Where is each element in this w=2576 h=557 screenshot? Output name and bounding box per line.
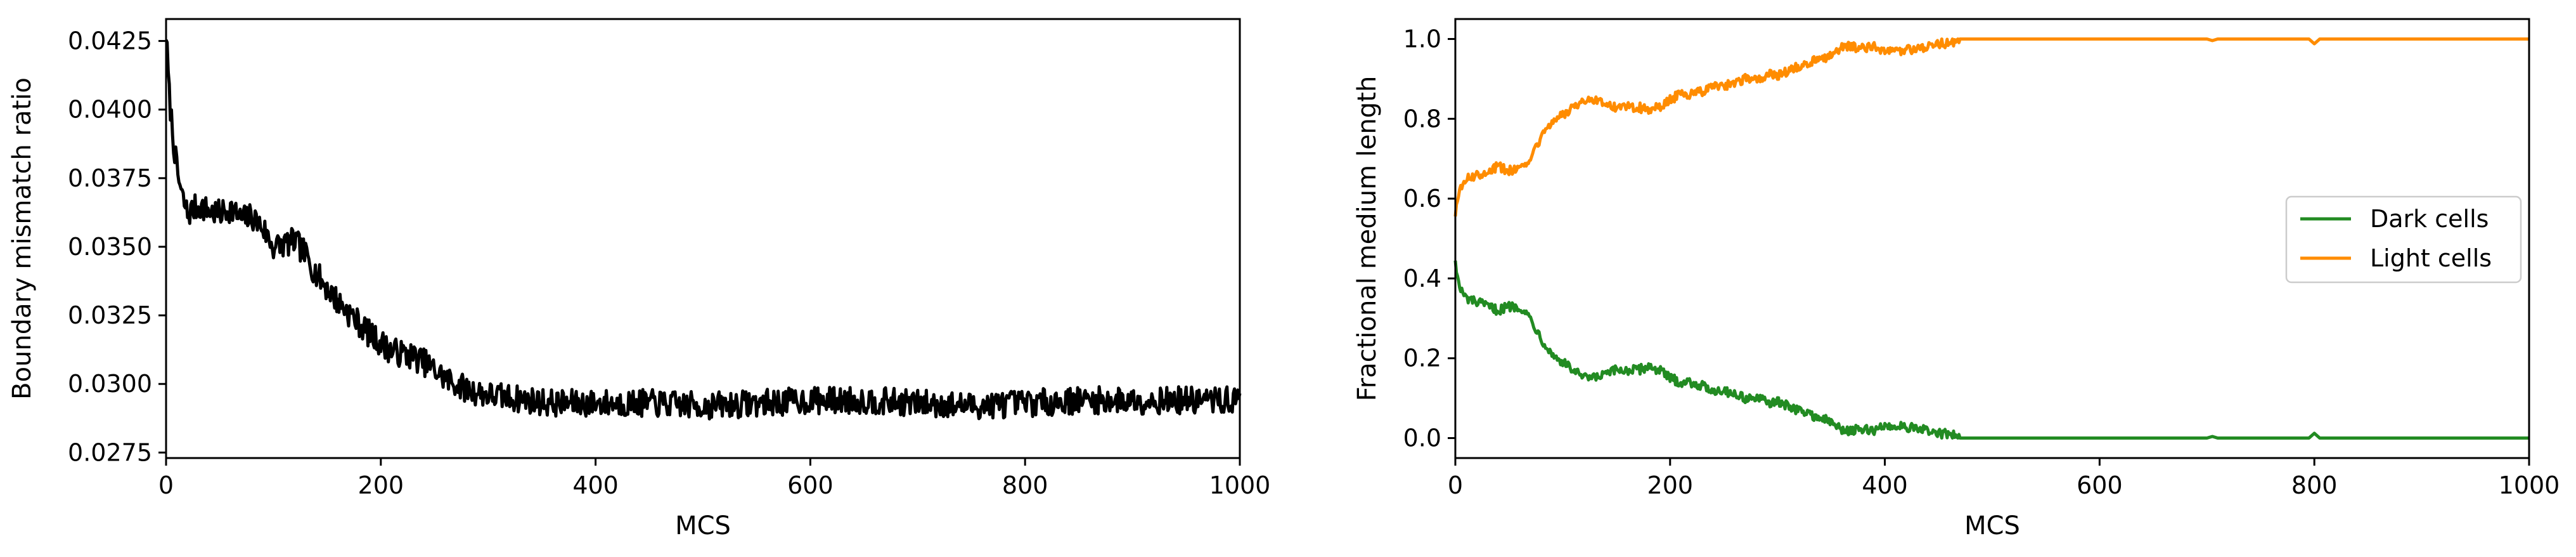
x-tick-label: 600 [2077, 471, 2123, 499]
y-tick-label: 0.0425 [68, 27, 152, 55]
legend-label-dark-cells: Dark cells [2370, 205, 2489, 233]
x-tick-label: 400 [1862, 471, 1908, 499]
y-tick-label: 0.0325 [68, 301, 152, 329]
x-tick-label: 800 [2291, 471, 2338, 499]
legend-label-light-cells: Light cells [2370, 244, 2492, 272]
y-tick-label: 0.0300 [68, 370, 152, 398]
y-tick-label: 0.0375 [68, 164, 152, 192]
x-tick-label: 0 [158, 471, 174, 499]
legend: Dark cells Light cells [2285, 195, 2522, 284]
y-axis-label: Fractional medium length [1353, 76, 1382, 402]
x-tick-label: 1000 [2499, 471, 2560, 499]
y-axis-label: Boundary mismatch ratio [8, 77, 37, 400]
axes-frame [1454, 18, 2530, 459]
y-tick-label: 0.0350 [68, 233, 152, 261]
axes-frame [165, 18, 1241, 459]
x-tick-label: 800 [1002, 471, 1048, 499]
x-tick-label: 600 [787, 471, 834, 499]
y-tick-label: 0.0275 [68, 438, 152, 466]
x-tick-label: 400 [572, 471, 619, 499]
series-line-light-cells [1453, 37, 2530, 217]
x-tick-label: 200 [1647, 471, 1694, 499]
x-tick-label: 0 [1448, 471, 1463, 499]
series-line-dark-cells [1453, 260, 2530, 440]
x-tick-label: 1000 [1209, 471, 1271, 499]
mismatch-ratio-panel: 0 200 400 600 800 1000 0.0275 0.0300 0.0325 0.035… [8, 18, 1271, 541]
medium-length-panel: 0 200 400 600 800 1000 0.0 0.2 0.4 0.6 0.8 1.0 MCS Fr… [1353, 18, 2560, 541]
series-line-data [164, 39, 1242, 421]
x-axis-label: MCS [1964, 511, 2020, 541]
y-tick-label: 0.0 [1403, 424, 1441, 452]
y-tick-label: 0.6 [1403, 185, 1441, 213]
x-axis-label: MCS [675, 511, 731, 541]
y-tick-label: 0.0400 [68, 96, 152, 124]
y-tick-label: 1.0 [1403, 25, 1441, 53]
y-tick-label: 0.8 [1403, 105, 1441, 133]
x-tick-label: 200 [358, 471, 404, 499]
y-tick-label: 0.4 [1403, 265, 1441, 292]
y-tick-label: 0.2 [1403, 344, 1441, 372]
